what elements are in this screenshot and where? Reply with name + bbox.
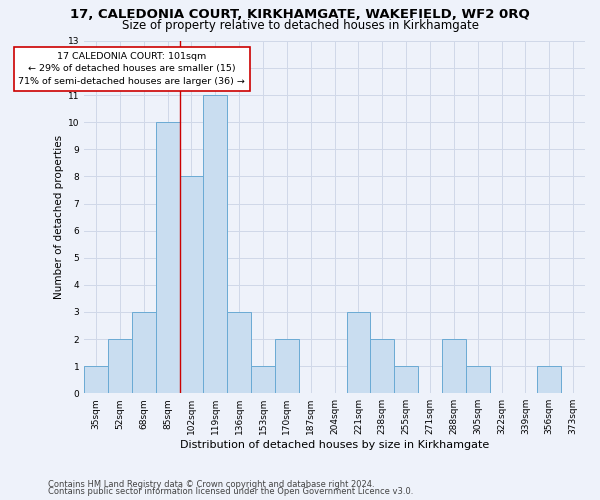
Bar bbox=[179, 176, 203, 393]
Bar bbox=[275, 339, 299, 393]
Text: 17 CALEDONIA COURT: 101sqm
← 29% of detached houses are smaller (15)
71% of semi: 17 CALEDONIA COURT: 101sqm ← 29% of deta… bbox=[19, 52, 245, 86]
Text: 17, CALEDONIA COURT, KIRKHAMGATE, WAKEFIELD, WF2 0RQ: 17, CALEDONIA COURT, KIRKHAMGATE, WAKEFI… bbox=[70, 8, 530, 20]
Bar bbox=[394, 366, 418, 393]
Bar bbox=[538, 366, 561, 393]
Text: Size of property relative to detached houses in Kirkhamgate: Size of property relative to detached ho… bbox=[121, 18, 479, 32]
Bar bbox=[132, 312, 156, 393]
Text: Contains HM Land Registry data © Crown copyright and database right 2024.: Contains HM Land Registry data © Crown c… bbox=[48, 480, 374, 489]
Bar bbox=[347, 312, 370, 393]
Bar bbox=[84, 366, 108, 393]
Bar bbox=[156, 122, 179, 393]
Bar bbox=[370, 339, 394, 393]
Text: Contains public sector information licensed under the Open Government Licence v3: Contains public sector information licen… bbox=[48, 487, 413, 496]
X-axis label: Distribution of detached houses by size in Kirkhamgate: Distribution of detached houses by size … bbox=[180, 440, 489, 450]
Bar bbox=[227, 312, 251, 393]
Bar bbox=[442, 339, 466, 393]
Bar bbox=[466, 366, 490, 393]
Bar bbox=[203, 95, 227, 393]
Y-axis label: Number of detached properties: Number of detached properties bbox=[53, 135, 64, 299]
Bar bbox=[108, 339, 132, 393]
Bar bbox=[251, 366, 275, 393]
